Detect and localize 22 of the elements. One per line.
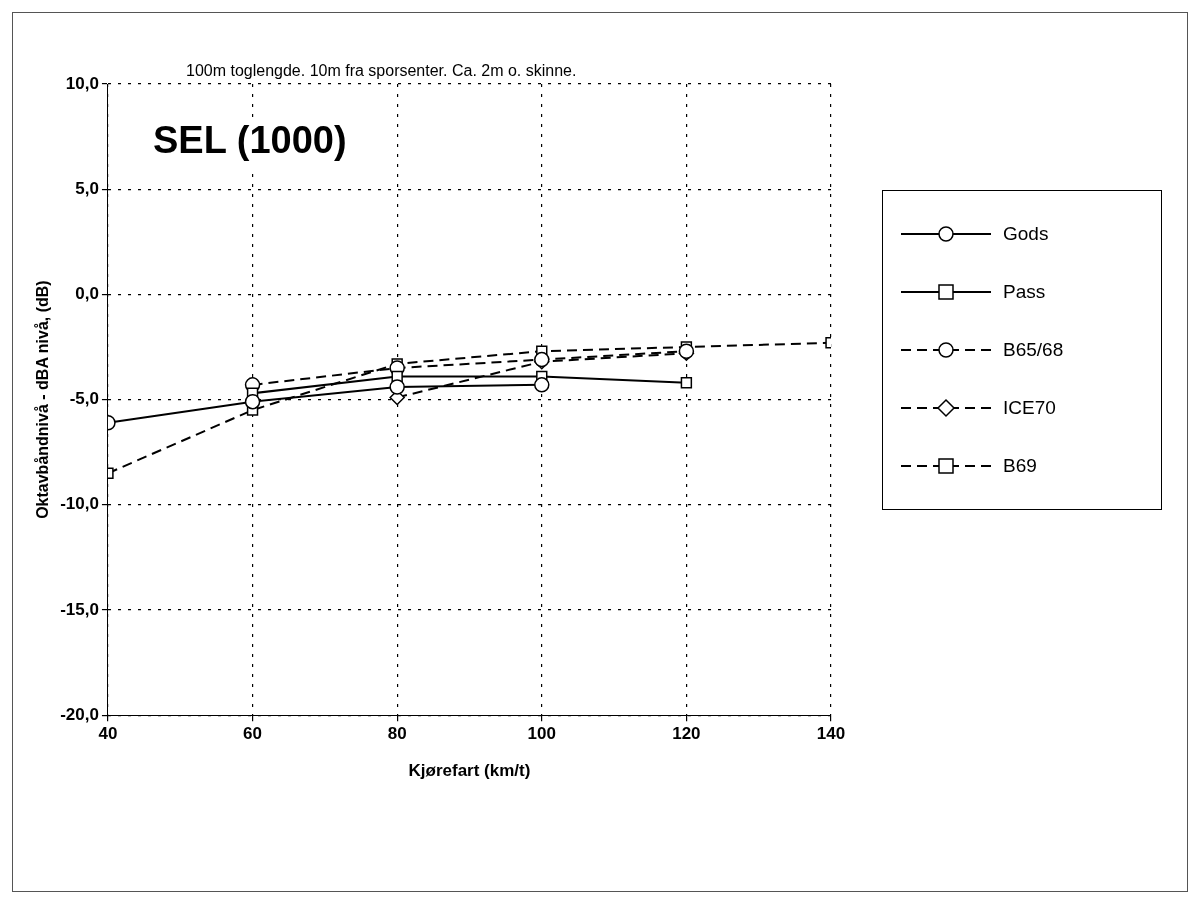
- legend-label: Gods: [1003, 223, 1049, 245]
- y-tick-label: 5,0: [75, 178, 99, 198]
- y-tick-label: -5,0: [69, 389, 99, 409]
- chart-subtitle: 100m toglengde. 10m fra sporsenter. Ca. 2m o. skinne.: [186, 62, 577, 80]
- y-tick-label: -20,0: [60, 704, 99, 724]
- x-tick-label: 60: [243, 724, 263, 744]
- x-tick-label: 100: [527, 724, 556, 744]
- legend-label: B69: [1003, 455, 1037, 477]
- text: SEL (1000): [152, 119, 347, 162]
- x-tick-label: 120: [672, 724, 701, 744]
- y-tick-label: -10,0: [60, 494, 99, 514]
- legend-label: B65/68: [1003, 339, 1064, 361]
- y-tick-label: -15,0: [60, 599, 99, 619]
- x-tick-label: 40: [98, 724, 118, 744]
- legend-label: Pass: [1003, 281, 1046, 303]
- x-tick-label: 140: [816, 724, 846, 744]
- y-tick-label: 0,0: [75, 284, 99, 304]
- y-tick-label: 10,0: [65, 73, 99, 93]
- legend-label: ICE70: [1003, 397, 1056, 419]
- y-axis-title: Oktavbåndnivå - dBA nivå, (dB): [34, 280, 52, 519]
- x-tick-label: 80: [387, 724, 407, 744]
- x-axis-title: Kjørefart (km/t): [408, 761, 531, 781]
